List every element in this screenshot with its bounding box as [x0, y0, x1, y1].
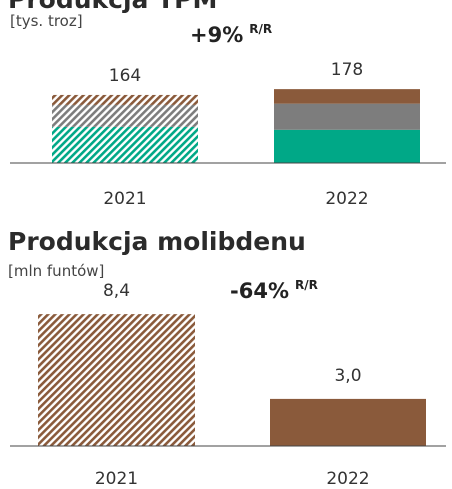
bar-segment: [274, 89, 420, 104]
bar-segment: [270, 398, 426, 446]
value-label: 3,0: [334, 366, 361, 386]
bar-segment: [274, 103, 420, 130]
chart-title: Produkcja molibdenu: [8, 227, 306, 256]
bar-segment: [38, 314, 195, 446]
x-tick-label: 2022: [326, 469, 369, 489]
chart-subtitle: [tys. troz]: [10, 12, 83, 30]
annotation-superscript: R/R: [249, 22, 272, 36]
x-tick-label: 2021: [103, 189, 146, 209]
total-label: 178: [331, 60, 363, 80]
value-label: 8,4: [103, 281, 130, 301]
x-tick-label: 2021: [95, 469, 138, 489]
x-tick-label: 2022: [325, 189, 368, 209]
total-label: 164: [109, 66, 141, 86]
annotation-superscript: R/R: [295, 278, 318, 292]
annotation: -64%: [230, 279, 289, 303]
bar-segment: [52, 104, 198, 127]
bar-segment: [274, 129, 420, 163]
chart-title: Produkcja TPM: [8, 0, 217, 14]
bar-segment: [52, 94, 198, 105]
annotation: +9%: [190, 23, 243, 47]
bar-segment: [52, 126, 198, 163]
chart-subtitle: [mln funtów]: [8, 262, 104, 280]
